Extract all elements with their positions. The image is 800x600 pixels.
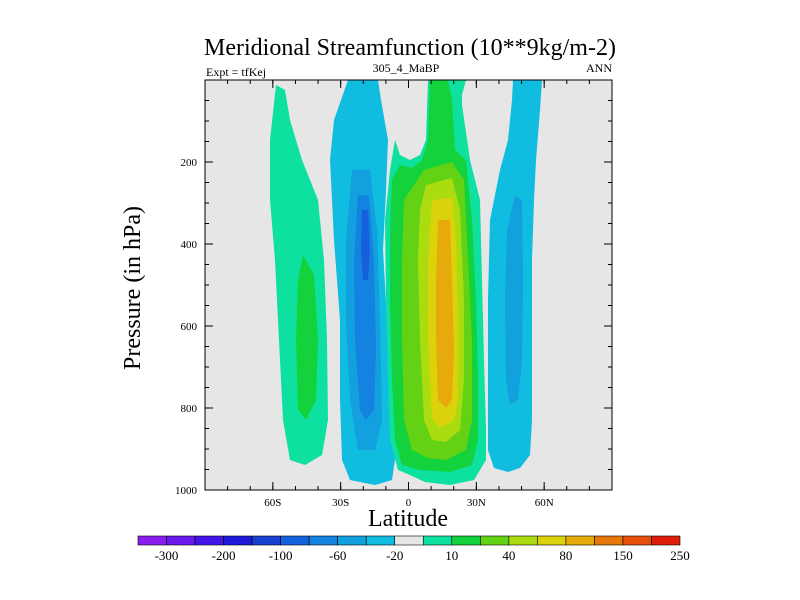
colorbar-swatch — [451, 535, 481, 546]
contour-nh-ferrel-core — [505, 195, 523, 405]
colorbar-swatch — [308, 535, 338, 546]
colorbar-swatch — [565, 535, 595, 546]
colorbar-swatch — [137, 535, 167, 546]
y-axis-ticks: 200 400 600 800 1000 — [175, 100, 612, 497]
colorbar-swatch — [365, 535, 396, 546]
contour-hadley-core — [436, 220, 454, 408]
subtitle-center: 305_4_MaBP — [373, 61, 440, 75]
contour-field — [270, 80, 542, 485]
colorbar-label: 10 — [445, 548, 458, 563]
colorbar-label: 80 — [559, 548, 572, 563]
colorbar-swatch — [480, 535, 510, 546]
y-tick-label: 600 — [181, 321, 198, 333]
y-tick-label: 400 — [181, 239, 198, 251]
colorbar-label: -200 — [212, 548, 236, 563]
contour-sh-ferrel-core — [354, 195, 376, 420]
colorbar-swatch — [194, 535, 224, 546]
contour-sh-ferrel-innermost — [361, 210, 370, 280]
colorbar-swatch — [651, 535, 681, 546]
colorbar-swatch — [337, 535, 367, 546]
x-tick-label: 30N — [467, 497, 486, 509]
colorbar-labels: -300 -200 -100 -60 -20 10 40 80 150 250 — [155, 548, 690, 563]
colorbar-swatch — [537, 535, 567, 546]
y-tick-label: 200 — [181, 157, 198, 169]
colorbar-swatch — [223, 535, 253, 546]
colorbar-swatch — [422, 535, 453, 546]
x-tick-label: 0 — [406, 497, 412, 509]
colorbar-swatch — [622, 535, 652, 546]
colorbar-swatch — [394, 535, 424, 546]
x-axis-ticks: 60S 30S 0 30N 60N — [227, 80, 590, 509]
colorbar-swatch — [594, 535, 624, 546]
colorbar — [137, 535, 681, 546]
colorbar-label: 250 — [670, 548, 690, 563]
colorbar-label: -100 — [269, 548, 293, 563]
colorbar-swatch — [280, 535, 310, 546]
subtitle-left: Expt = tfKej — [206, 65, 266, 79]
y-tick-label: 1000 — [175, 485, 198, 497]
x-axis-label: Latitude — [368, 506, 448, 532]
colorbar-swatch — [508, 535, 538, 546]
contour-sh-polar-inner — [296, 255, 318, 420]
chart-title: Meridional Streamfunction (10**9kg/m-2) — [204, 35, 616, 61]
x-tick-label: 60S — [264, 497, 281, 509]
y-axis-label: Pressure (in hPa) — [120, 206, 146, 370]
colorbar-label: -20 — [386, 548, 403, 563]
subtitle-right: ANN — [586, 61, 612, 75]
colorbar-swatch — [166, 535, 196, 546]
x-tick-label: 60N — [535, 497, 554, 509]
colorbar-label: 40 — [502, 548, 515, 563]
colorbar-label: 150 — [613, 548, 633, 563]
colorbar-label: -300 — [155, 548, 179, 563]
y-tick-label: 800 — [181, 403, 198, 415]
colorbar-swatch — [251, 535, 281, 546]
x-tick-label: 30S — [332, 497, 349, 509]
colorbar-label: -60 — [329, 548, 346, 563]
